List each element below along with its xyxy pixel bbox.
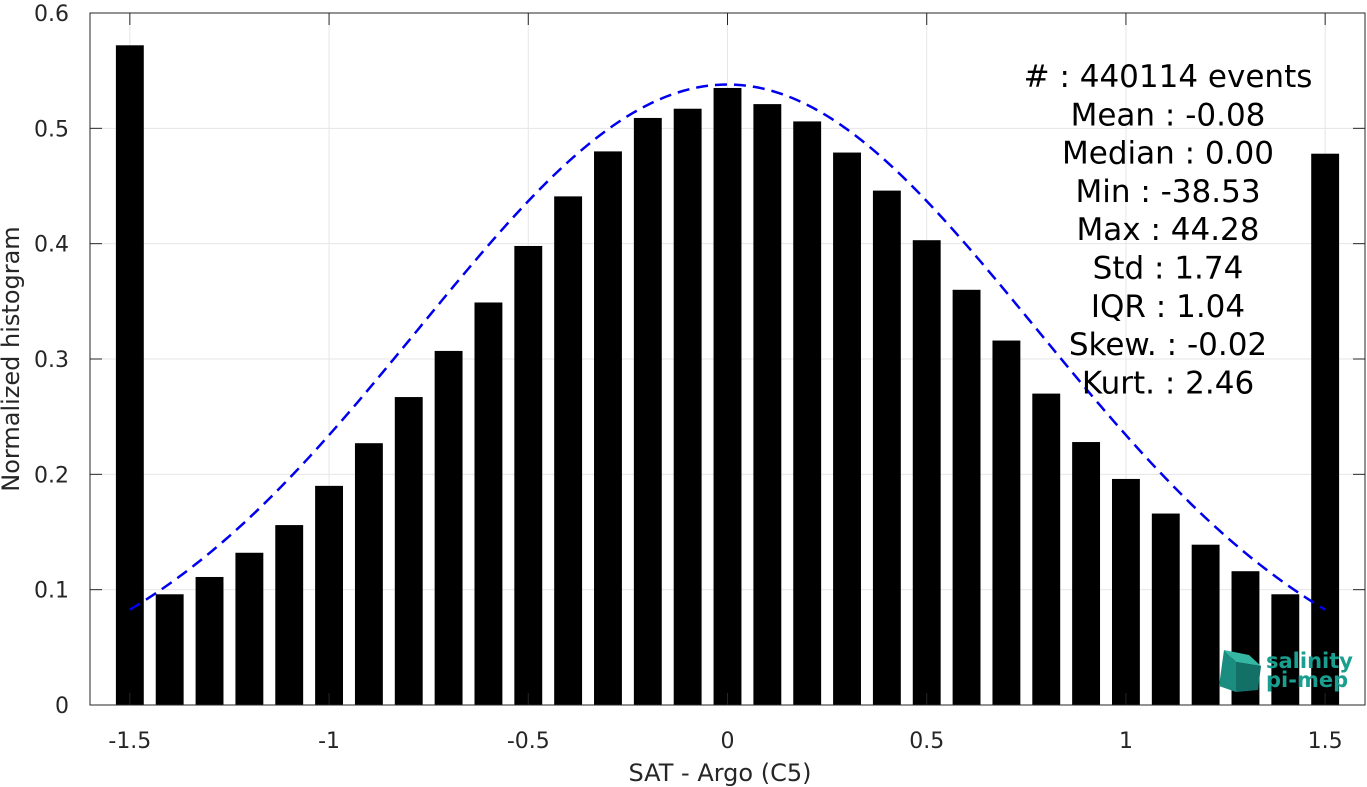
histogram-bar (1191, 544, 1220, 705)
stat-line: Median : 0.00 (1062, 136, 1274, 172)
histogram-bar (952, 289, 981, 705)
histogram-bar (992, 340, 1021, 705)
x-tick-label: 0.5 (909, 729, 944, 754)
y-tick-label: 0.4 (34, 233, 69, 258)
y-tick-label: 0.3 (34, 348, 69, 373)
histogram-bar (275, 525, 304, 705)
y-tick-labels: 0 0.1 0.2 0.3 0.4 0.5 0.6 (34, 2, 69, 719)
histogram-bar (1111, 478, 1140, 705)
stat-line: Max : 44.28 (1077, 212, 1260, 248)
stat-line: Kurt. : 2.46 (1082, 365, 1254, 401)
y-tick-label: 0 (55, 694, 69, 719)
salinity-pimep-logo: salinity pi-mep (1219, 649, 1353, 692)
x-tick-label: 1.5 (1308, 729, 1343, 754)
histogram-bar (354, 443, 383, 705)
histogram-bar (833, 152, 861, 705)
histogram-bar (1151, 513, 1180, 705)
x-tick-label: 0 (721, 729, 735, 754)
histogram-bar (912, 240, 941, 705)
logo-cube-icon (1219, 650, 1261, 692)
y-tick-label: 0.6 (34, 2, 69, 27)
histogram-bar (235, 552, 264, 705)
histogram-bar (872, 190, 901, 705)
x-axis-label: SAT - Argo (C5) (629, 759, 812, 787)
stat-line: IQR : 1.04 (1091, 289, 1245, 325)
histogram-bar (155, 594, 184, 705)
y-tick-label: 0.2 (34, 463, 69, 488)
histogram-bar (1072, 442, 1101, 705)
histogram-bar (195, 576, 224, 705)
y-tick-label: 0.1 (34, 579, 69, 604)
stat-line: Min : -38.53 (1075, 174, 1260, 210)
histogram-bar (554, 196, 583, 705)
histogram-bar (594, 151, 622, 705)
histogram-bar (514, 245, 543, 705)
y-tick-label: 0.5 (34, 117, 69, 142)
histogram-bar (115, 45, 144, 705)
histogram-bar (394, 397, 423, 705)
histogram-bar (793, 121, 822, 705)
histogram-bar (753, 104, 782, 705)
x-tick-label: -1.5 (108, 729, 151, 754)
histogram-bar (474, 302, 503, 705)
histogram-bar (1032, 393, 1061, 705)
x-tick-label: -1 (318, 729, 340, 754)
gaussian-fit-curve (129, 83, 1326, 611)
histogram-bar (633, 117, 662, 706)
histogram-bar (315, 485, 344, 705)
x-tick-label: -0.5 (507, 729, 550, 754)
x-tick-labels: -1.5 -1 -0.5 0 0.5 1 1.5 (108, 729, 1342, 754)
logo-text-line1: salinity (1266, 649, 1353, 673)
histogram-bar (1271, 594, 1300, 705)
histogram-bars (115, 45, 1340, 706)
stat-line: # : 440114 events (1024, 59, 1313, 95)
stat-line: Mean : -0.08 (1071, 97, 1266, 133)
axis-ticks (90, 12, 1365, 706)
stat-line: Skew. : -0.02 (1069, 327, 1267, 363)
stat-line: Std : 1.74 (1093, 251, 1244, 287)
y-axis-label: Normalized histogram (0, 226, 25, 491)
logo-text-line2: pi-mep (1266, 668, 1348, 692)
x-tick-label: 1 (1119, 729, 1133, 754)
histogram-bar (1311, 153, 1340, 705)
histogram-bar (434, 350, 463, 705)
histogram-bar (673, 108, 702, 705)
histogram-bar (713, 87, 742, 705)
